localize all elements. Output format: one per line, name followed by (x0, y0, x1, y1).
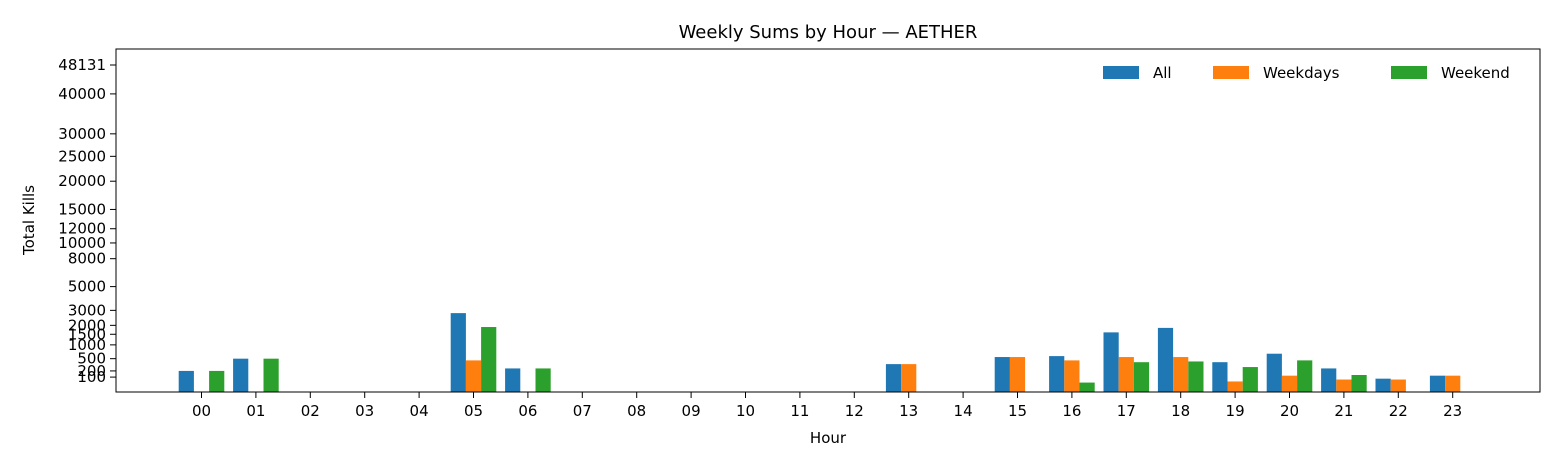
bar-weekdays-21 (1336, 379, 1352, 392)
y-tick-label: 20000 (58, 172, 106, 190)
y-tick-label: 100 (77, 368, 106, 386)
x-tick-label: 14 (954, 402, 973, 420)
bar-all-20 (1266, 353, 1282, 392)
bar-all-01 (233, 358, 249, 392)
x-tick-label: 06 (518, 402, 537, 420)
bar-weekdays-22 (1390, 379, 1406, 392)
bar-weekend-19 (1242, 367, 1258, 392)
x-tick-label: 22 (1389, 402, 1408, 420)
bar-weekdays-15 (1009, 357, 1026, 392)
y-tick-label: 3000 (68, 301, 106, 319)
x-tick-label: 09 (682, 402, 701, 420)
x-tick-label: 15 (1008, 402, 1027, 420)
y-tick-label: 40000 (58, 85, 106, 103)
y-tick-label: 1000 (68, 336, 106, 354)
y-tick-label: 500 (77, 350, 106, 368)
y-tick-label: 2000 (68, 316, 106, 334)
legend-label-all: All (1153, 64, 1172, 82)
x-tick-label: 05 (464, 402, 483, 420)
x-tick-label: 00 (192, 402, 211, 420)
bar-weekend-01 (263, 358, 279, 392)
bar-weekdays-16 (1064, 360, 1080, 392)
bar-all-19 (1212, 362, 1228, 392)
x-tick-label: 02 (301, 402, 320, 420)
y-tick-label: 200 (77, 362, 106, 380)
bar-weekdays-19 (1227, 381, 1243, 392)
bar-weekdays-23 (1445, 375, 1461, 392)
legend-swatch-all (1103, 66, 1139, 79)
bar-weekend-17 (1133, 362, 1150, 392)
bar-weekend-16 (1079, 382, 1095, 392)
y-tick-label: 25000 (58, 147, 106, 165)
x-tick-label: 04 (410, 402, 429, 420)
plot-frame (115, 48, 1541, 393)
y-tick-label: 12000 (58, 220, 106, 238)
bar-all-15 (994, 357, 1010, 392)
y-tick-label: 15000 (58, 200, 106, 218)
bar-weekend-05 (481, 327, 497, 392)
x-tick-label: 16 (1062, 402, 1081, 420)
x-tick-label: 23 (1443, 402, 1462, 420)
y-tick-label: 10000 (58, 234, 106, 252)
bar-weekdays-20 (1281, 375, 1298, 392)
bar-all-22 (1375, 378, 1391, 392)
legend: All Weekdays Weekend (1103, 64, 1510, 82)
x-tick-label: 21 (1334, 402, 1353, 420)
y-axis-label: Total Kills (20, 185, 38, 256)
x-tick-label: 03 (355, 402, 374, 420)
bar-all-17 (1103, 332, 1119, 392)
x-tick-label: 18 (1171, 402, 1190, 420)
legend-swatch-weekdays (1213, 66, 1249, 79)
y-tick-label: 8000 (68, 250, 106, 268)
x-tick-label: 12 (845, 402, 864, 420)
bar-all-18 (1157, 327, 1174, 392)
legend-label-weekdays: Weekdays (1263, 64, 1340, 82)
x-tick-label: 17 (1117, 402, 1136, 420)
y-tick-label: 48131 (58, 56, 106, 74)
bar-weekend-06 (535, 368, 551, 392)
x-tick-label: 19 (1226, 402, 1245, 420)
bars (178, 313, 1461, 392)
x-tick-label: 20 (1280, 402, 1299, 420)
bar-weekend-00 (209, 370, 225, 392)
bar-all-21 (1321, 368, 1337, 392)
bar-all-06 (505, 368, 521, 392)
bar-all-05 (450, 313, 466, 392)
bar-all-00 (178, 370, 194, 392)
bar-all-23 (1429, 375, 1446, 392)
x-tick-label: 07 (573, 402, 592, 420)
y-tick-label: 30000 (58, 125, 106, 143)
x-tick-label: 08 (627, 402, 646, 420)
chart-title: Weekly Sums by Hour — AETHER (679, 22, 978, 43)
bar-all-13 (885, 364, 902, 392)
x-tick-label: 01 (246, 402, 265, 420)
bar-weekdays-17 (1118, 357, 1134, 392)
bar-all-16 (1049, 356, 1065, 392)
x-tick-label: 13 (899, 402, 918, 420)
bar-weekdays-18 (1173, 357, 1189, 392)
bar-weekdays-05 (465, 360, 482, 392)
bar-weekend-21 (1351, 375, 1367, 392)
y-tick-label: 5000 (68, 278, 106, 296)
bar-weekend-20 (1297, 360, 1313, 392)
x-axis-label: Hour (810, 429, 847, 447)
x-tick-label: 10 (736, 402, 755, 420)
bar-weekdays-13 (901, 364, 917, 392)
y-tick-label: 1500 (68, 325, 106, 343)
x-tick-label: 11 (790, 402, 809, 420)
bar-weekend-18 (1188, 361, 1204, 392)
legend-swatch-weekend (1391, 66, 1427, 79)
legend-label-weekend: Weekend (1441, 64, 1510, 82)
x-axis-ticks: 00 01 02 03 04 05 06 07 08 09 10 11 12 13 14 15 16 17 18 19… (192, 392, 1462, 420)
